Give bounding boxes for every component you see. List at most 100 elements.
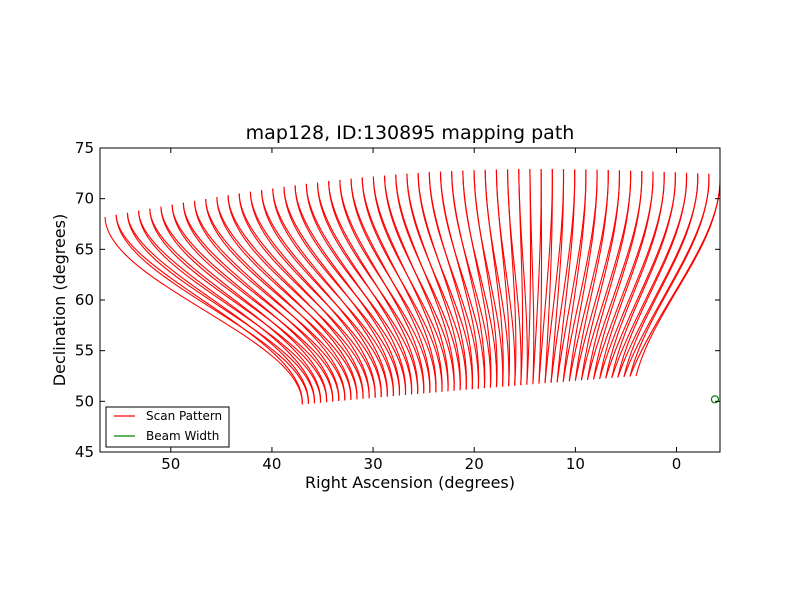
scan-line-down	[126, 212, 315, 404]
y-tick-label: 50	[75, 392, 94, 410]
scan-line-up	[283, 186, 394, 397]
scan-line-down	[361, 177, 443, 392]
x-axis-label: Right Ascension (degrees)	[305, 473, 515, 492]
scan-line-down	[193, 200, 352, 400]
legend: Scan Pattern Beam Width	[105, 406, 230, 448]
scan-line-down	[406, 173, 467, 390]
scan-line-down	[249, 191, 382, 398]
scan-line-up	[261, 190, 382, 398]
scan-line-down	[316, 182, 419, 394]
scan-line-down	[227, 195, 370, 399]
scan-line-down	[328, 181, 425, 394]
y-tick-label: 60	[75, 291, 94, 309]
scan-line-down	[544, 169, 553, 384]
scan-line-up	[249, 191, 376, 398]
scan-line-down	[350, 178, 437, 393]
y-tick-label: 45	[75, 443, 94, 461]
scan-line-down	[160, 206, 334, 402]
legend-box	[105, 406, 230, 448]
scan-line-down	[439, 171, 485, 389]
scan-line-down	[294, 185, 407, 395]
scan-line-down	[372, 176, 449, 392]
scan-line-up	[193, 200, 346, 401]
x-tick-label: 30	[364, 455, 383, 473]
scan-line-down	[538, 169, 543, 384]
scan-line-up	[160, 206, 328, 403]
scan-line-down	[182, 202, 346, 401]
scan-line-up	[182, 202, 340, 402]
scan-line-down	[305, 183, 413, 395]
scan-line-down	[635, 174, 720, 377]
legend-label-beam-width: Beam Width	[146, 429, 219, 443]
scan-line-down	[339, 179, 431, 393]
y-axis-label: Declination (degrees)	[50, 214, 69, 386]
scan-line-up	[126, 212, 309, 404]
y-tick-label: 75	[75, 139, 94, 157]
scan-line-down	[629, 173, 710, 377]
scan-line-down	[605, 171, 665, 379]
scan-line-down	[562, 169, 587, 382]
scan-line-down	[451, 171, 492, 388]
x-tick-label: 0	[672, 455, 682, 473]
scan-line-down	[171, 204, 340, 402]
scan-line-up	[205, 198, 352, 400]
scan-line-down	[580, 170, 620, 381]
scan-line-down	[617, 172, 688, 378]
scan-line-up	[216, 197, 358, 400]
scan-line-up	[272, 188, 388, 397]
scan-line-down	[518, 169, 528, 385]
x-tick-label: 40	[262, 455, 281, 473]
scan-line-down	[104, 216, 303, 405]
y-tick-label: 55	[75, 342, 94, 360]
scan-line-up	[115, 214, 303, 405]
x-tick-label: 50	[161, 455, 180, 473]
y-axis-ticks: 45 50 55 60 65 70 75	[75, 139, 720, 461]
scan-line-down	[599, 171, 654, 379]
scan-line-up	[294, 185, 400, 396]
scan-pattern-lines	[104, 169, 720, 405]
scan-line-down	[586, 170, 632, 380]
scan-line-down	[507, 169, 522, 386]
scan-line-down	[138, 210, 322, 403]
x-tick-label: 10	[566, 455, 585, 473]
scan-line-down	[272, 188, 394, 397]
beam-width-marker	[710, 395, 720, 404]
scan-line-down	[205, 198, 358, 400]
scan-line-down	[550, 169, 565, 383]
x-tick-label: 20	[465, 455, 484, 473]
y-tick-label: 70	[75, 190, 94, 208]
scan-line-down	[568, 169, 598, 382]
scan-line-down	[529, 169, 535, 385]
scan-line-up	[339, 179, 425, 394]
plot-frame	[99, 147, 721, 453]
scan-line-up	[171, 204, 334, 402]
scan-line-down	[238, 193, 376, 398]
scan-line-down	[115, 214, 309, 404]
scan-line-down	[462, 170, 498, 388]
scan-line-down	[556, 169, 576, 383]
scan-line-down	[261, 190, 388, 397]
scan-line-down	[495, 169, 516, 386]
y-tick-label: 65	[75, 240, 94, 258]
scan-line-down	[384, 175, 455, 391]
x-axis-ticks: 50 40 30 20 10 0	[161, 148, 681, 473]
scan-line-down	[484, 169, 510, 387]
scan-line-down	[593, 171, 643, 380]
scan-line-down	[283, 186, 400, 396]
scan-line-up	[149, 208, 322, 403]
scan-line-down	[216, 197, 364, 399]
scan-line-up	[227, 195, 364, 399]
scan-line-up	[556, 169, 587, 383]
scan-line-down	[473, 170, 504, 387]
legend-label-scan-pattern: Scan Pattern	[146, 409, 222, 423]
beam-width-layer	[710, 395, 720, 404]
scan-line-up	[138, 210, 315, 404]
scan-line-up	[417, 172, 467, 390]
scan-line-up	[238, 193, 370, 399]
scan-line-down	[428, 172, 479, 389]
scan-line-down	[395, 174, 461, 391]
scan-line-down	[149, 208, 328, 403]
scan-line-down	[611, 172, 676, 378]
scan-line-down	[417, 172, 473, 390]
